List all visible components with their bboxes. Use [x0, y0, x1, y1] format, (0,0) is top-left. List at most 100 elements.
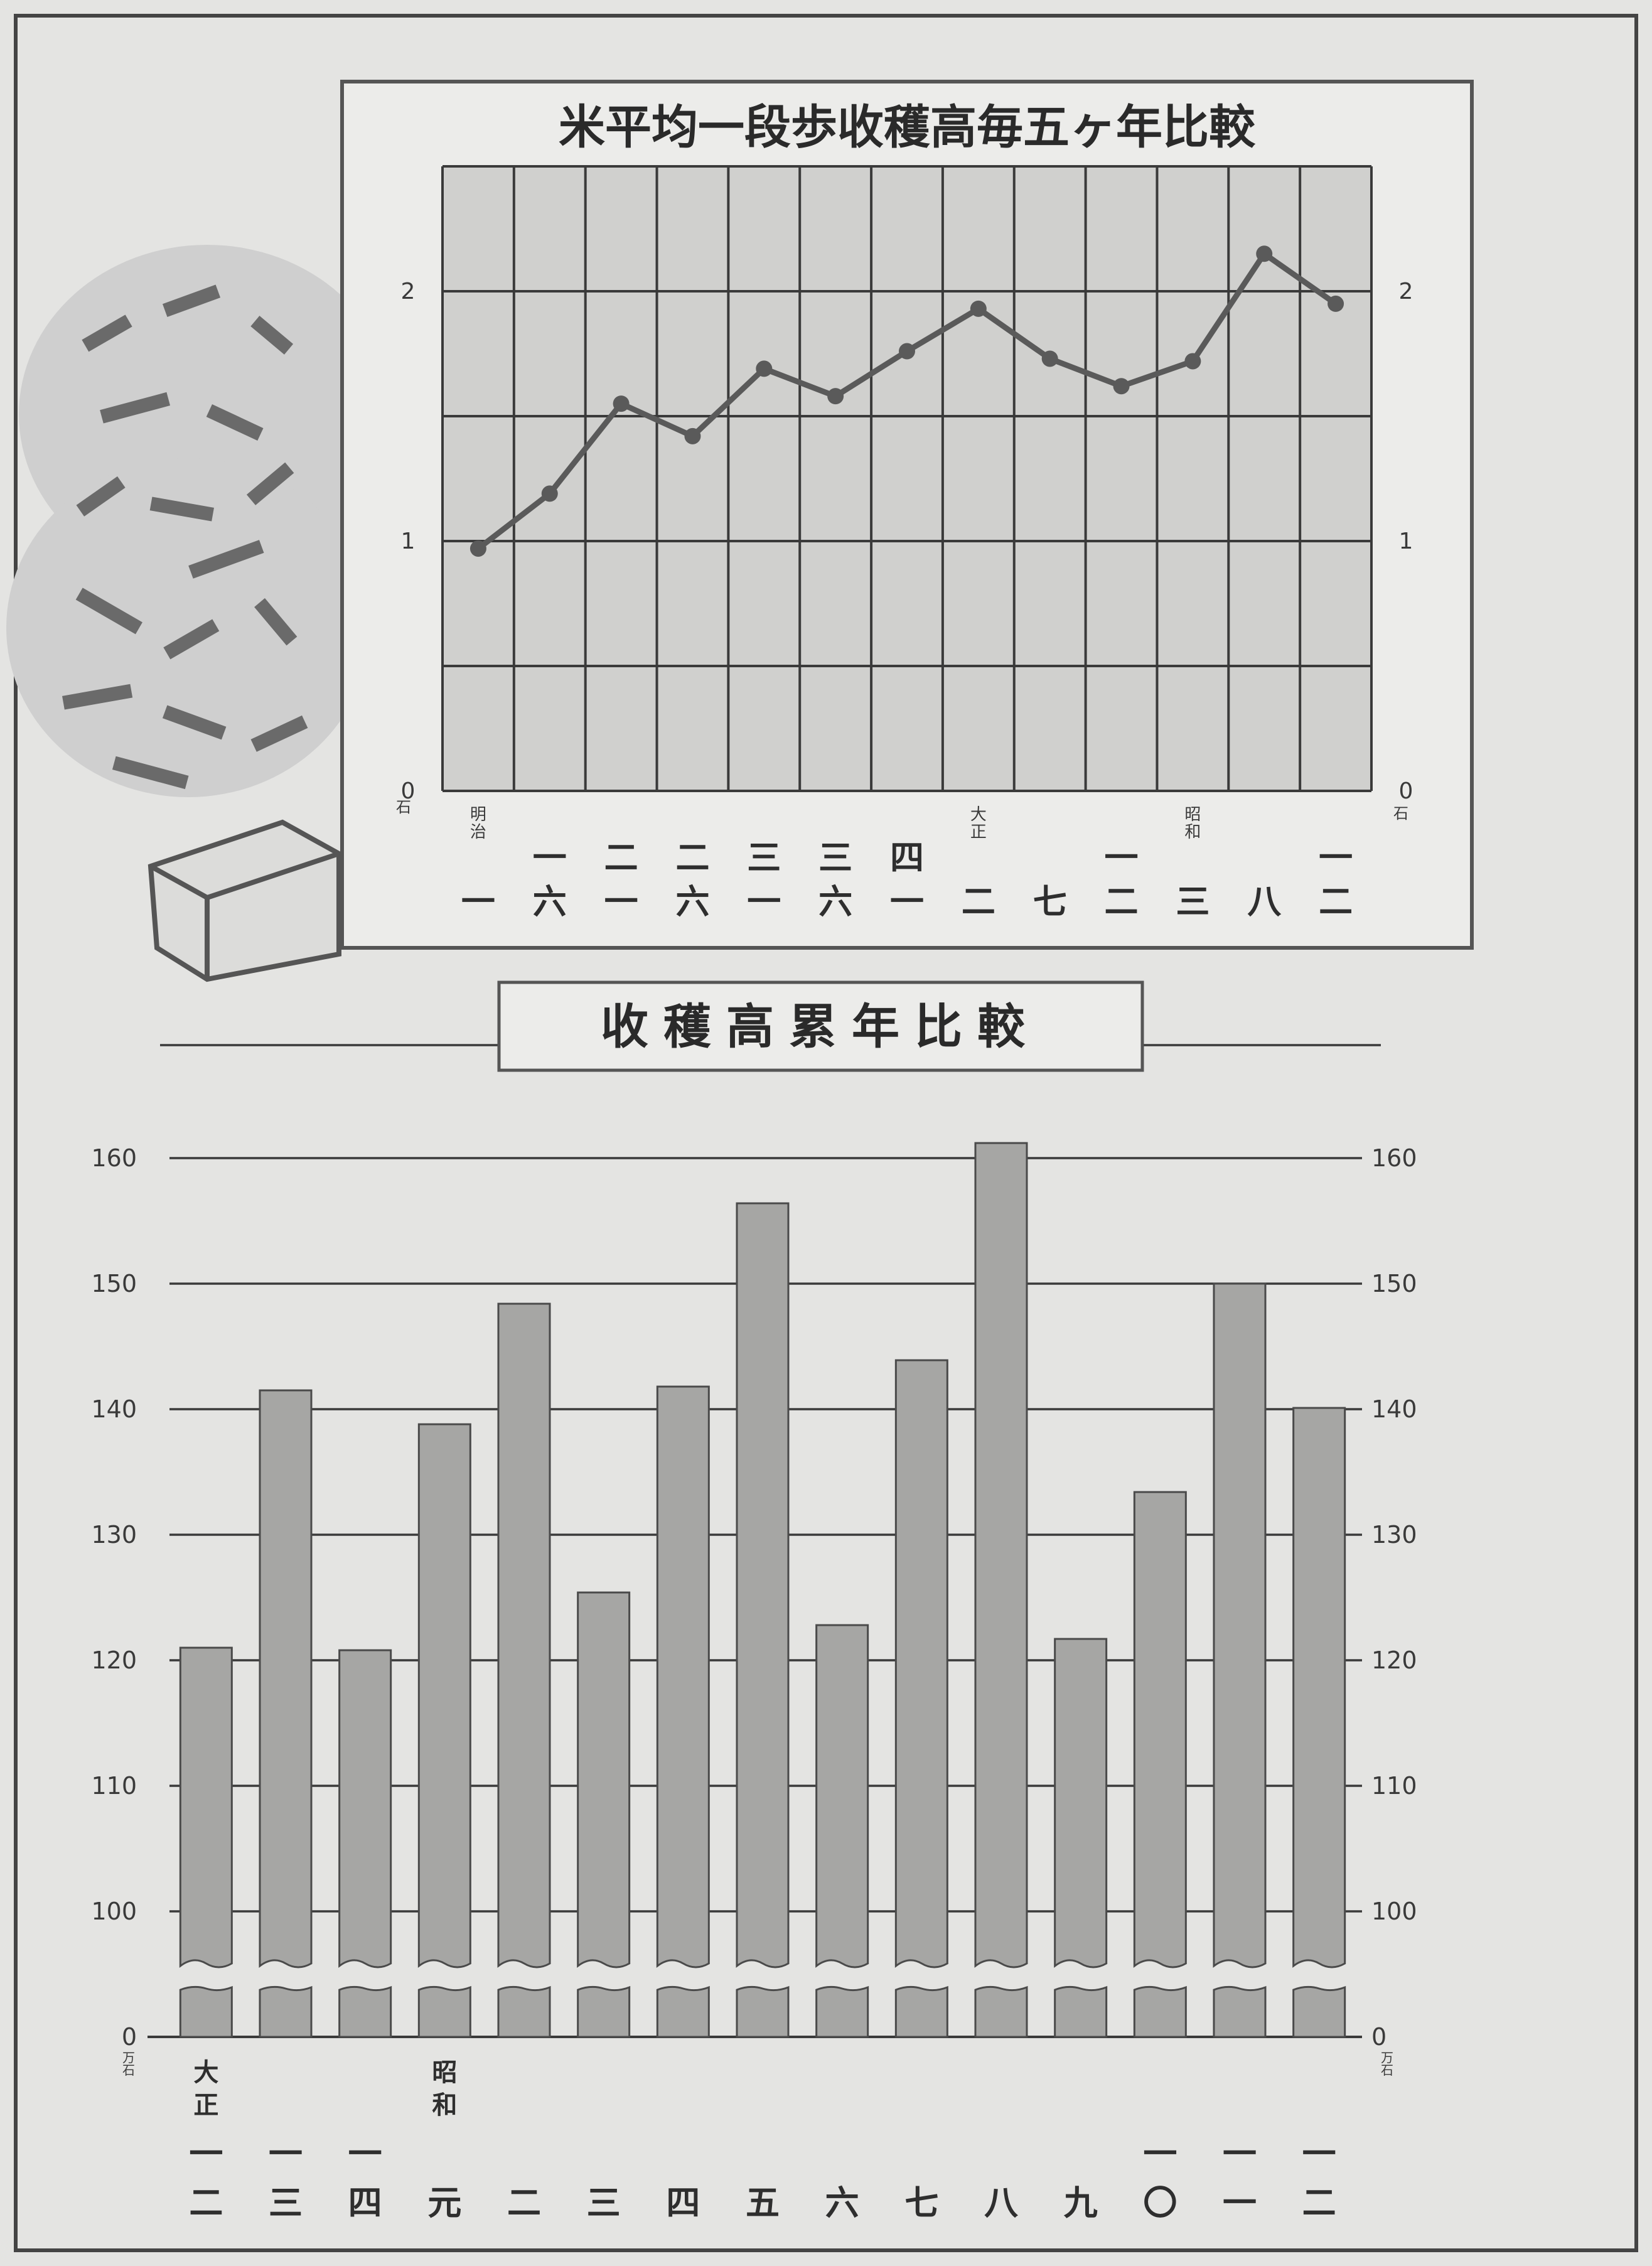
- bar-chart: 0 0 100 100 110 110 120 120 130 130 140 140 150 150 16…: [91, 1142, 1417, 2223]
- bar-y-tick-right: 160: [1371, 1144, 1417, 1172]
- line-point: [899, 343, 915, 360]
- bar-era-label: 大正: [193, 2058, 218, 2120]
- bar-category-label: 四: [666, 2183, 700, 2223]
- svg-text:二: 二: [507, 2183, 541, 2223]
- bar: [1292, 1407, 1346, 1968]
- svg-text:正: 正: [193, 2090, 218, 2120]
- svg-text:六: 六: [675, 881, 709, 921]
- bar-category-label: 五: [746, 2183, 780, 2223]
- svg-text:四: 四: [348, 2183, 382, 2223]
- svg-text:石: 石: [1393, 805, 1408, 822]
- line-point: [469, 540, 486, 557]
- bar-y-tick-right: 130: [1371, 1521, 1417, 1549]
- svg-text:三: 三: [269, 2183, 303, 2223]
- bar-y-tick-left: 140: [91, 1395, 137, 1423]
- svg-text:三: 三: [747, 837, 781, 878]
- svg-text:一: 一: [1302, 2134, 1336, 2174]
- bar: [497, 1302, 551, 1968]
- bar-y-tick-left: 100: [91, 1898, 137, 1925]
- svg-text:石: 石: [396, 798, 411, 816]
- svg-text:元: 元: [427, 2183, 461, 2223]
- bar-base-segment: [1133, 1985, 1187, 2038]
- svg-text:石: 石: [1381, 2063, 1393, 2078]
- svg-text:一: 一: [890, 881, 924, 921]
- svg-text:五: 五: [746, 2183, 780, 2223]
- svg-text:一: 一: [348, 2134, 382, 2174]
- bar-base-segment: [179, 1985, 233, 2038]
- svg-text:九: 九: [1064, 2183, 1098, 2223]
- line-chart-title: 米平均一段歩收穫高毎五ヶ年比較: [559, 100, 1256, 154]
- svg-text:正: 正: [970, 823, 987, 842]
- svg-text:大: 大: [970, 805, 987, 824]
- svg-text:六: 六: [825, 2183, 859, 2223]
- line-y-tick-left: 1: [401, 529, 416, 554]
- svg-text:昭: 昭: [1184, 805, 1201, 824]
- bar-base-segment: [815, 1985, 869, 2038]
- bar: [577, 1591, 631, 1968]
- outer-frame: [14, 14, 1638, 2252]
- line-era-label: 大正: [970, 805, 987, 842]
- svg-text:二: 二: [604, 837, 638, 878]
- line-category-label: 三一: [747, 837, 781, 921]
- bar: [1054, 1638, 1108, 1968]
- bar: [1133, 1491, 1187, 1968]
- line-category-label: 三六: [818, 837, 852, 921]
- bar-category-label: 六: [825, 2183, 859, 2223]
- svg-text:治: 治: [470, 823, 486, 842]
- line-category-label: 一二: [1319, 837, 1353, 921]
- line-category-label: 一: [461, 881, 495, 921]
- bar-y-tick-left: 130: [91, 1521, 137, 1549]
- svg-text:四: 四: [890, 837, 924, 878]
- line-era-label: 昭和: [1184, 805, 1201, 842]
- bar-base-segment: [736, 1985, 790, 2038]
- bar-y-unit-right: 万石: [1381, 2050, 1393, 2078]
- line-point: [756, 360, 773, 377]
- line-point: [1113, 378, 1130, 395]
- svg-text:石: 石: [122, 2063, 135, 2078]
- svg-text:二: 二: [962, 881, 995, 921]
- bar-base-segment: [1054, 1985, 1108, 2038]
- bar-base-segment: [497, 1985, 551, 2038]
- bar: [974, 1142, 1028, 1968]
- bar: [179, 1646, 233, 1968]
- line-point: [970, 300, 987, 317]
- line-point: [541, 485, 558, 502]
- svg-text:二: 二: [1319, 881, 1353, 921]
- bar-base-segment: [894, 1985, 948, 2038]
- svg-text:一: 一: [189, 2134, 223, 2174]
- bar-y-tick-right: 140: [1371, 1395, 1417, 1423]
- line-point: [684, 427, 701, 444]
- bar-base-segment: [338, 1985, 392, 2038]
- svg-text:八: 八: [984, 2183, 1019, 2223]
- line-point: [613, 395, 630, 412]
- bar-base-segment: [577, 1985, 631, 2038]
- line-y-unit-right: 石: [1393, 805, 1408, 822]
- bar-y-tick-left: 120: [91, 1646, 137, 1674]
- line-y-tick-right: 0: [1399, 778, 1413, 804]
- line-category-label: 二六: [675, 837, 709, 921]
- bar-y-tick-right: 0: [1371, 2023, 1386, 2051]
- line-point: [1184, 353, 1201, 370]
- line-category-label: 三: [1176, 881, 1210, 921]
- svg-text:一: 一: [1223, 2183, 1257, 2223]
- svg-text:万: 万: [1381, 2050, 1393, 2065]
- line-y-tick-left: 2: [401, 279, 416, 304]
- bar: [894, 1359, 948, 1968]
- bar: [417, 1423, 471, 1968]
- bar-base-segment: [974, 1985, 1028, 2038]
- svg-text:和: 和: [432, 2090, 457, 2120]
- bar: [259, 1389, 313, 1968]
- line-era-label: 明治: [470, 805, 486, 842]
- bar: [815, 1624, 869, 1968]
- svg-text:二: 二: [1105, 881, 1139, 921]
- line-category-label: 二一: [604, 837, 638, 921]
- line-category-label: 七: [1033, 881, 1067, 921]
- line-category-label: 二: [962, 881, 995, 921]
- bar-category-label: 一四: [348, 2134, 382, 2223]
- bar-chart-title-box: [497, 980, 1144, 1072]
- line-point: [827, 388, 844, 405]
- svg-text:一: 一: [1223, 2134, 1257, 2174]
- bar: [736, 1202, 790, 1968]
